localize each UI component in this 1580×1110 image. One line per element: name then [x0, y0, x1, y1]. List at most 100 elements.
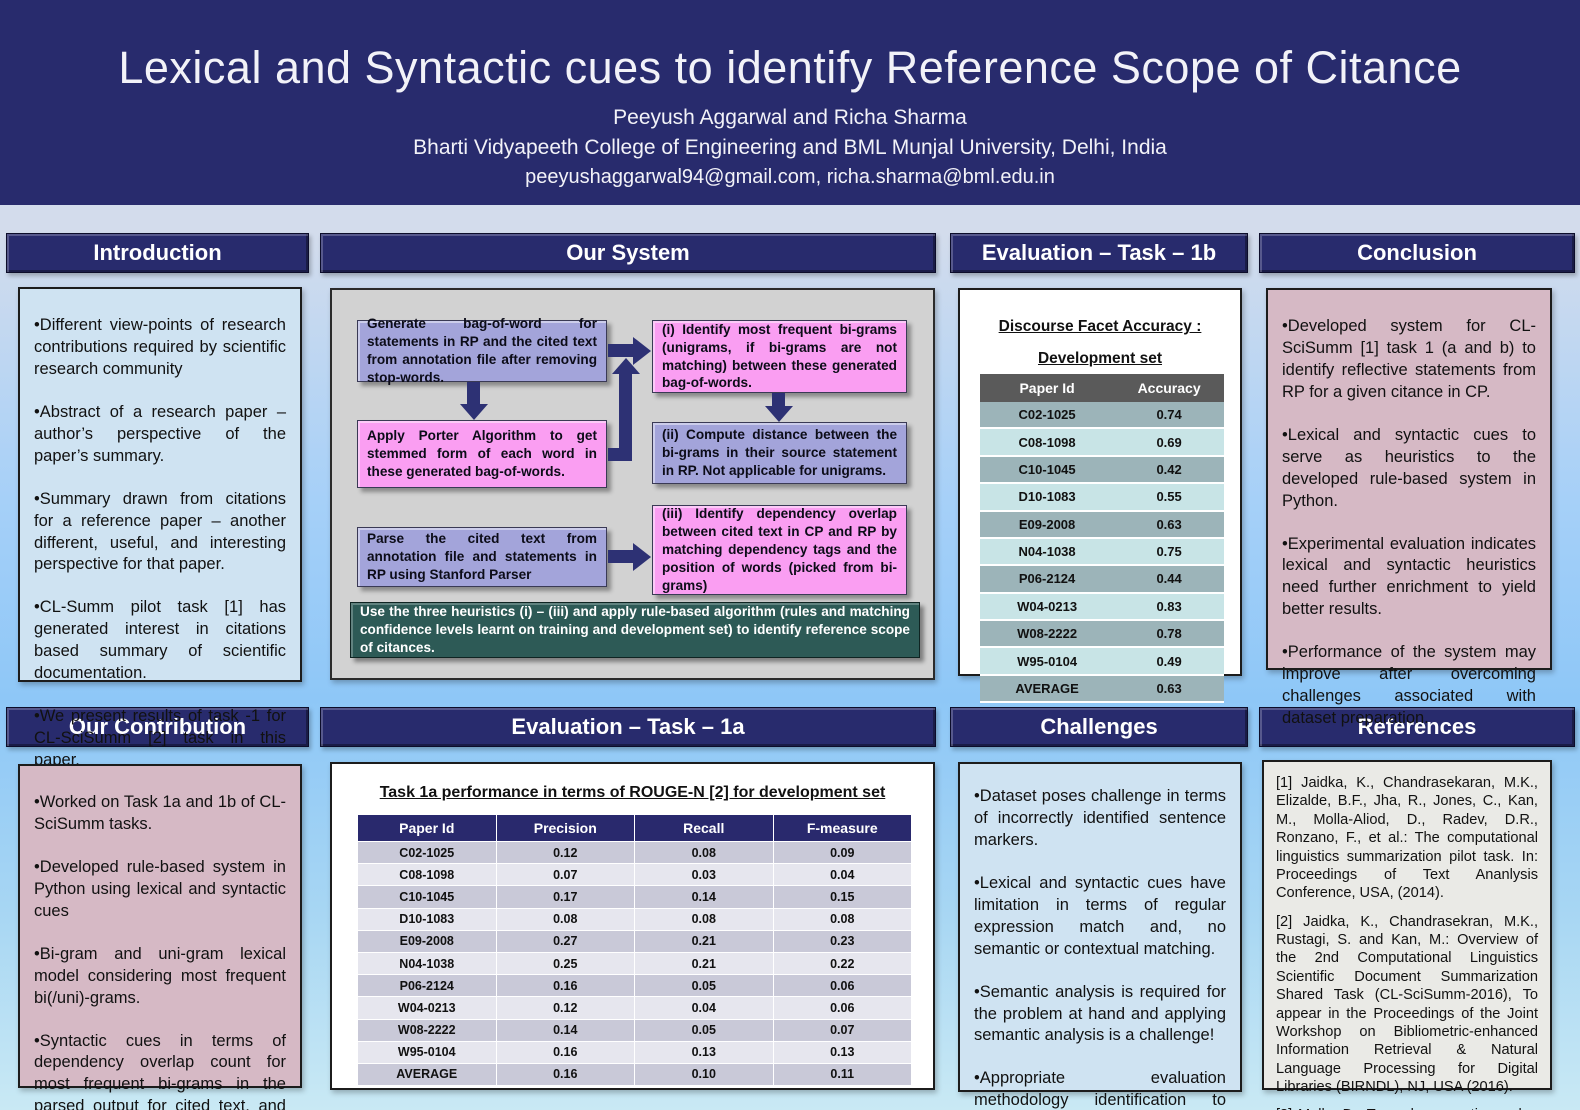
- poster-emails: peeyushaggarwal94@gmail.com, richa.sharm…: [525, 166, 1055, 188]
- bullet-item: Experimental evaluation indicates lexica…: [1282, 534, 1536, 622]
- recall-cell: 0.05: [634, 974, 774, 998]
- table-row: AVERAGE 0.63: [980, 674, 1224, 704]
- paper-id-cell: P06-2124: [357, 974, 497, 998]
- arrow-boxi-to-boxii: [772, 393, 785, 407]
- conclusion-panel: Developed system for CL-SciSumm [1] task…: [1266, 288, 1552, 727]
- precision-cell: 0.25: [495, 951, 635, 976]
- flow-box-stanford-parser: Parse the cited text from annotation fil…: [357, 527, 607, 587]
- table-1b-body: C02-1025 0.74 C08-1098 0.69 C10-1045 0.4…: [980, 402, 1224, 704]
- fmeasure-cell: 0.15: [772, 885, 912, 909]
- evaluation-1b-panel: Discourse Facet Accuracy : Development s…: [958, 288, 1242, 704]
- introduction-bullets: Different view-points of research contri…: [20, 289, 300, 803]
- table-1a-caption: Task 1a performance in terms of ROUGE-N …: [379, 784, 886, 801]
- flow-box-dependency-overlap: (iii) Identify dependency overlap betwee…: [652, 505, 907, 595]
- bullet-item: Performance of the system may improve af…: [1282, 642, 1536, 730]
- paper-id-cell: P06-2124: [980, 565, 1115, 594]
- recall-cell: 0.21: [634, 951, 774, 976]
- table-row: W95-0104 0.16 0.13 0.13: [357, 1040, 912, 1064]
- table-row: C10-1045 0.42: [980, 455, 1224, 485]
- accuracy-cell: 0.69: [1114, 428, 1224, 457]
- accuracy-cell: 0.63: [1114, 674, 1224, 704]
- poster-affiliation: Bharti Vidyapeeth College of Engineering…: [413, 136, 1167, 159]
- heading-introduction: Introduction: [6, 233, 309, 273]
- precision-cell: 0.12: [495, 996, 635, 1020]
- fmeasure-cell: 0.06: [772, 996, 912, 1020]
- bullet-item: Developed system for CL-SciSumm [1] task…: [1282, 316, 1536, 404]
- our-contribution-panel: Worked on Task 1a and 1b of CL-SciSumm t…: [18, 764, 302, 1110]
- paper-id-cell: E09-2008: [357, 929, 497, 953]
- reference-item: [2] Jaidka, K., Chandrasekran, M.K., Rus…: [1276, 913, 1538, 1095]
- flow-box-compute-distance: (ii) Compute distance between the bi-gra…: [652, 422, 907, 484]
- recall-cell: 0.08: [634, 840, 774, 865]
- precision-cell: 0.08: [495, 907, 635, 931]
- heading-evaluation-1b: Evaluation – Task – 1b: [950, 233, 1248, 273]
- precision-cell: 0.16: [495, 1062, 635, 1087]
- table-row: D10-1083 0.08 0.08 0.08: [357, 907, 912, 931]
- poster-authors: Peeyush Aggarwal and Richa Sharma: [613, 106, 967, 129]
- heading-conclusion: Conclusion: [1259, 233, 1575, 273]
- paper-id-cell: C10-1045: [357, 885, 497, 909]
- bullet-item: Lexical and syntactic cues have limitati…: [974, 873, 1226, 961]
- accuracy-cell: 0.63: [1114, 510, 1224, 539]
- bullet-item: Bi-gram and uni-gram lexical model consi…: [34, 944, 286, 1010]
- our-contribution-bullets: Worked on Task 1a and 1b of CL-SciSumm t…: [20, 766, 300, 1110]
- table-row: P06-2124 0.16 0.05 0.06: [357, 974, 912, 998]
- accuracy-cell: 0.75: [1114, 537, 1224, 567]
- references-panel: [1] Jaidka, K., Chandrasekaran, M.K., El…: [1262, 760, 1552, 1110]
- accuracy-cell: 0.44: [1114, 565, 1224, 594]
- fmeasure-cell: 0.07: [772, 1018, 912, 1042]
- arrowhead-right-icon: [633, 543, 651, 571]
- bullet-item: Syntactic cues in terms of dependency ov…: [34, 1031, 286, 1110]
- recall-cell: 0.03: [634, 863, 774, 887]
- references-list: [1] Jaidka, K., Chandrasekaran, M.K., El…: [1264, 762, 1550, 1110]
- precision-cell: 0.16: [495, 1040, 635, 1064]
- fmeasure-cell: 0.22: [772, 951, 912, 976]
- bullet-item: Appropriate evaluation methodology ident…: [974, 1068, 1226, 1110]
- conclusion-bullets: Developed system for CL-SciSumm [1] task…: [1268, 290, 1550, 761]
- table-row: W95-0104 0.49: [980, 647, 1224, 676]
- accuracy-cell: 0.49: [1114, 647, 1224, 676]
- bullet-item: Worked on Task 1a and 1b of CL-SciSumm t…: [34, 792, 286, 836]
- table-row: C02-1025 0.74: [980, 402, 1224, 430]
- arrowhead-down-icon: [460, 404, 488, 420]
- table-row: W04-0213 0.83: [980, 592, 1224, 622]
- arrowhead-up-icon: [612, 358, 640, 374]
- paper-id-cell: W04-0213: [980, 592, 1115, 622]
- paper-id-cell: N04-1038: [980, 537, 1115, 567]
- paper-id-cell: W04-0213: [357, 996, 497, 1020]
- table-row: AVERAGE 0.16 0.10 0.11: [357, 1062, 912, 1087]
- fmeasure-cell: 0.13: [772, 1040, 912, 1064]
- arrowhead-down-icon: [765, 406, 793, 422]
- precision-cell: 0.07: [495, 863, 635, 887]
- paper-id-cell: C08-1098: [357, 863, 497, 887]
- recall-cell: 0.21: [634, 929, 774, 953]
- evaluation-1a-panel: Task 1a performance in terms of ROUGE-N …: [330, 762, 935, 1090]
- recall-cell: 0.14: [634, 885, 774, 909]
- fmeasure-cell: 0.08: [772, 907, 912, 931]
- accuracy-cell: 0.83: [1114, 592, 1224, 622]
- table-1a-header-cell: F-measure: [772, 814, 912, 842]
- precision-cell: 0.16: [495, 974, 635, 998]
- paper-id-cell: N04-1038: [357, 951, 497, 976]
- fmeasure-cell: 0.11: [772, 1062, 912, 1087]
- table-1a-header-cell: Recall: [634, 814, 774, 842]
- heading-evaluation-1a: Evaluation – Task – 1a: [320, 707, 936, 747]
- bullet-item: Summary drawn from citations for a refer…: [34, 489, 286, 577]
- table-1a-header-cell: Paper Id: [357, 814, 497, 842]
- challenges-panel: Dataset poses challenge in terms of inco…: [958, 762, 1242, 1109]
- paper-id-cell: AVERAGE: [980, 674, 1115, 704]
- recall-cell: 0.05: [634, 1018, 774, 1042]
- flow-box-rule-based-algorithm: Use the three heuristics (i) – (iii) and…: [350, 602, 920, 658]
- heading-challenges: Challenges: [950, 707, 1248, 747]
- poster-banner: Lexical and Syntactic cues to identify R…: [0, 0, 1580, 205]
- table-row: C08-1098 0.07 0.03 0.04: [357, 863, 912, 887]
- table-row: D10-1083 0.55: [980, 483, 1224, 512]
- table-row: E09-2008 0.27 0.21 0.23: [357, 929, 912, 953]
- table-row: N04-1038 0.75: [980, 537, 1224, 567]
- paper-id-cell: AVERAGE: [357, 1062, 497, 1087]
- bullet-item: We present results of task -1 for CL-Sci…: [34, 706, 286, 772]
- precision-cell: 0.17: [495, 885, 635, 909]
- arrow-box1-to-box2: [467, 382, 480, 405]
- table-row: C10-1045 0.17 0.14 0.15: [357, 885, 912, 909]
